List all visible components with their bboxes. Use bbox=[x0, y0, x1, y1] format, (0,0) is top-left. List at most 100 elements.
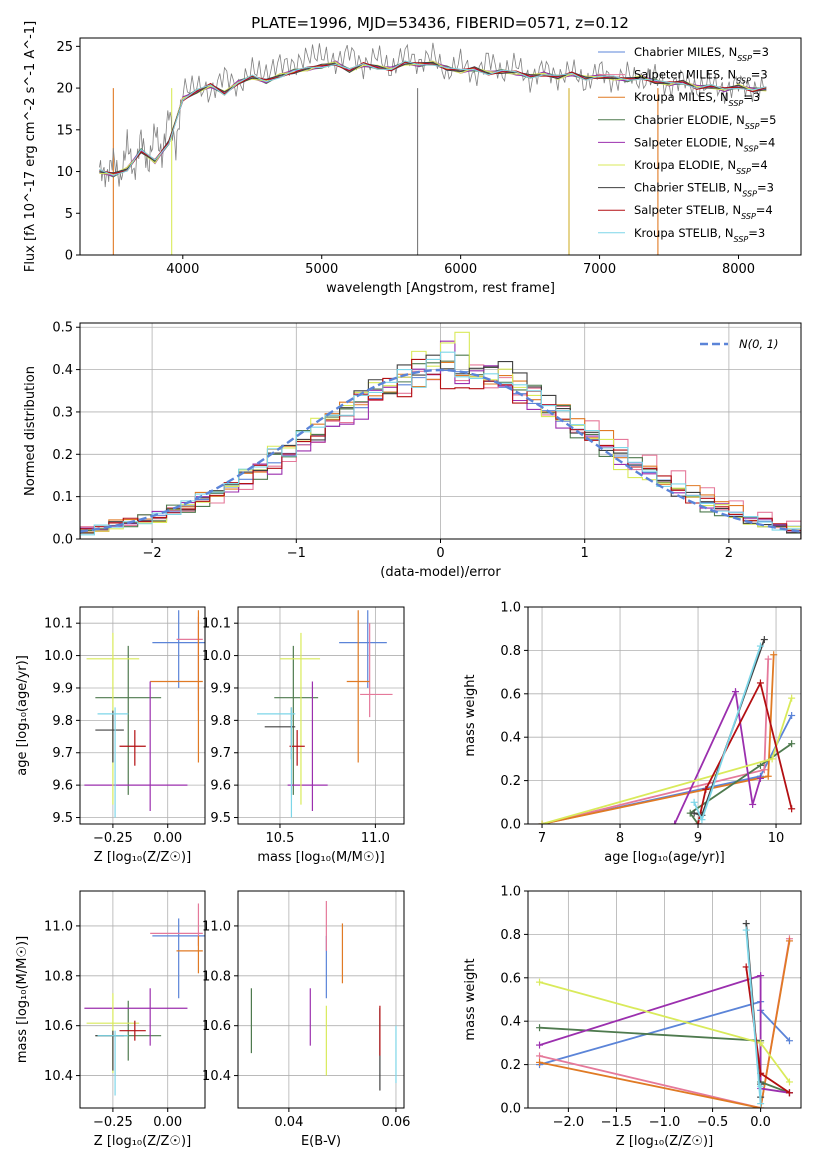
age-vs-mass-ytick-label: 10.0 bbox=[202, 649, 231, 664]
mass-vs-Z-ytick-label: 10.6 bbox=[44, 1019, 73, 1034]
residuals-plot-area bbox=[80, 331, 801, 539]
residuals-xtick-label: −2 bbox=[143, 546, 162, 561]
spectrum-xtick-label: 4000 bbox=[166, 262, 199, 277]
mass-vs-Z-ytick-label: 11.0 bbox=[44, 919, 73, 934]
mass-vs-Z-ytick-label: 10.8 bbox=[44, 969, 73, 984]
weight-vs-age-plot-area bbox=[538, 636, 796, 824]
weight-vs-age-ytick-label: 0.0 bbox=[500, 818, 521, 833]
weight-series-line bbox=[539, 940, 791, 1108]
age-vs-mass-ytick-label: 10.1 bbox=[202, 617, 231, 632]
spectrum-series-line bbox=[99, 60, 767, 176]
mass-vs-EBV-ytick-label: 10.6 bbox=[202, 1019, 231, 1034]
weight-vs-Z-ytick-label: 0.4 bbox=[500, 1015, 521, 1030]
spectrum-frame: 4000 5000 6000 7000 8000 0 5 10 15 20 25 wavelength… bbox=[23, 21, 802, 296]
residuals-ytick-label: 0.4 bbox=[52, 363, 73, 378]
spectrum-ytick-label: 10 bbox=[56, 165, 73, 180]
age-vs-mass-ytick-label: 9.8 bbox=[210, 714, 231, 729]
weight-vs-age-xtick-label: 10 bbox=[768, 831, 785, 846]
weight-vs-age-ytick-label: 0.8 bbox=[500, 644, 521, 659]
residuals-ytick-label: 0.3 bbox=[52, 405, 73, 420]
residuals-ylabel: Normed distribution bbox=[23, 366, 38, 496]
weight-vs-age-xtick-label: 7 bbox=[538, 831, 546, 846]
age-vs-mass-ytick-label: 9.6 bbox=[210, 779, 231, 794]
weight-series-line bbox=[539, 974, 790, 1094]
age-vs-Z-xtick-label: 0.00 bbox=[153, 831, 182, 846]
mass-vs-EBV-ytick-label: 11.0 bbox=[202, 919, 231, 934]
spectrum-observed-line bbox=[99, 42, 765, 188]
mass-vs-EBV-axes bbox=[238, 891, 404, 1108]
age-vs-mass-frame: 10.5 11.0 9.5 9.6 9.7 9.8 9.9 10.0 10.1 mass [log… bbox=[202, 606, 405, 865]
weight-vs-Z-ylabel: mass weight bbox=[463, 958, 478, 1040]
mass-vs-EBV-frame: 0.04 0.06 10.4 10.6 10.8 11.0 E(B-V) bbox=[202, 890, 410, 1149]
residuals-ytick-label: 0.0 bbox=[52, 533, 73, 548]
weight-vs-Z-xtick-label: −0.5 bbox=[697, 1115, 729, 1130]
age-vs-mass-ytick-label: 9.5 bbox=[210, 811, 231, 826]
mass-vs-Z-ytick-label: 10.4 bbox=[44, 1069, 73, 1084]
mass-vs-Z-frame: −0.25 0.00 10.4 10.6 10.8 11.0 Z [log₁₀(Z/Z☉)]… bbox=[15, 890, 206, 1149]
weight-vs-age-ytick-label: 0.2 bbox=[500, 774, 521, 789]
mass-vs-Z-xtick-label: 0.00 bbox=[153, 1115, 182, 1130]
age-vs-mass-ytick-label: 9.9 bbox=[210, 681, 231, 696]
spectrum-ytick-label: 5 bbox=[65, 207, 73, 222]
residuals-histogram bbox=[80, 351, 801, 539]
residuals-xtick-label: 1 bbox=[581, 546, 589, 561]
legend-entry: Kroupa ELODIE, NSSP=4 bbox=[634, 158, 768, 176]
spectrum-legend: Chabrier MILES, NSSP=3 Salpeter MILES, NS… bbox=[598, 45, 776, 243]
spectrum-series-line bbox=[99, 61, 767, 175]
age-vs-Z-plot-area bbox=[84, 610, 205, 818]
spectrum-plot-area bbox=[99, 42, 767, 255]
figure-title: PLATE=1996, MJD=53436, FIBERID=0571, z=0… bbox=[251, 14, 629, 32]
weight-vs-age-ytick-label: 1.0 bbox=[500, 601, 521, 616]
weight-vs-Z-xtick-label: −1.0 bbox=[649, 1115, 681, 1130]
weight-vs-Z-xtick-label: 0.0 bbox=[750, 1115, 771, 1130]
age-vs-Z-ytick-label: 9.7 bbox=[52, 746, 73, 761]
residuals-gaussian-line bbox=[80, 368, 801, 533]
weight-vs-age-xtick-label: 8 bbox=[616, 831, 624, 846]
mass-vs-EBV-border bbox=[237, 890, 405, 1109]
mass-vs-Z-xlabel: Z [log₁₀(Z/Z☉)] bbox=[94, 1134, 191, 1149]
spectrum-ytick-label: 20 bbox=[56, 82, 73, 97]
weight-vs-age-ytick-label: 0.6 bbox=[500, 687, 521, 702]
age-vs-Z-ytick-label: 10.1 bbox=[44, 617, 73, 632]
spectrum-ytick-label: 15 bbox=[56, 123, 73, 138]
weight-series-line bbox=[745, 930, 762, 1104]
mass-vs-EBV-xlabel: E(B-V) bbox=[301, 1134, 341, 1149]
age-vs-Z-xlabel: Z [log₁₀(Z/Z☉)] bbox=[94, 850, 191, 865]
residuals-ytick-label: 0.2 bbox=[52, 448, 73, 463]
age-vs-mass-xtick-label: 11.0 bbox=[361, 831, 390, 846]
weight-vs-Z-ytick-label: 0.0 bbox=[500, 1102, 521, 1117]
residuals-ytick-label: 0.1 bbox=[52, 490, 73, 505]
legend-entry: Chabrier STELIB, NSSP=3 bbox=[634, 181, 774, 199]
plots: 4000 5000 6000 7000 80000510152025wavelength… bbox=[15, 21, 802, 1149]
legend-entry: Salpeter STELIB, NSSP=4 bbox=[634, 203, 773, 221]
legend-entry: Salpeter MILES, NSSP=3 bbox=[634, 68, 768, 86]
weight-vs-age-border bbox=[527, 606, 802, 825]
legend-entry: Salpeter ELODIE, NSSP=4 bbox=[634, 135, 775, 153]
residuals-legend: N(0, 1) bbox=[700, 337, 779, 351]
weight-vs-age-frame: 7 8 9 10 0.0 0.2 0.4 0.6 0.8 1.0 age [log₁₀(age/yr… bbox=[463, 601, 802, 865]
spectrum-xtick-label: 8000 bbox=[722, 262, 755, 277]
age-vs-mass-border bbox=[237, 606, 405, 825]
residuals-xtick-label: 0 bbox=[436, 546, 444, 561]
age-vs-Z-xtick-label: −0.25 bbox=[93, 831, 133, 846]
weight-vs-Z-xtick-label: −1.5 bbox=[601, 1115, 633, 1130]
spectrum-series-line bbox=[99, 60, 767, 175]
age-vs-Z-ylabel: age [log₁₀(age/yr)] bbox=[15, 655, 30, 776]
age-vs-mass-ytick-label: 9.7 bbox=[210, 746, 231, 761]
weight-vs-Z-xlabel: Z [log₁₀(Z/Z☉)] bbox=[616, 1134, 713, 1149]
legend-entry: Chabrier ELODIE, NSSP=5 bbox=[634, 113, 776, 131]
legend-entry: N(0, 1) bbox=[739, 337, 779, 351]
weight-series-line bbox=[673, 688, 762, 824]
legend-entry: Kroupa MILES, NSSP=3 bbox=[634, 90, 760, 108]
residuals-xtick-label: −1 bbox=[287, 546, 306, 561]
weight-vs-Z-ytick-label: 1.0 bbox=[500, 885, 521, 900]
age-vs-mass-plot-area bbox=[257, 610, 393, 818]
legend-entry: Kroupa STELIB, NSSP=3 bbox=[634, 226, 765, 244]
residuals-xlabel: (data-model)/error bbox=[380, 565, 501, 580]
spectrum-xtick-label: 7000 bbox=[583, 262, 616, 277]
weight-vs-Z-plot-area bbox=[536, 920, 793, 1108]
spectrum-ytick-label: 25 bbox=[56, 40, 73, 55]
spectrum-border bbox=[79, 37, 802, 256]
age-vs-mass-axes bbox=[238, 607, 404, 824]
